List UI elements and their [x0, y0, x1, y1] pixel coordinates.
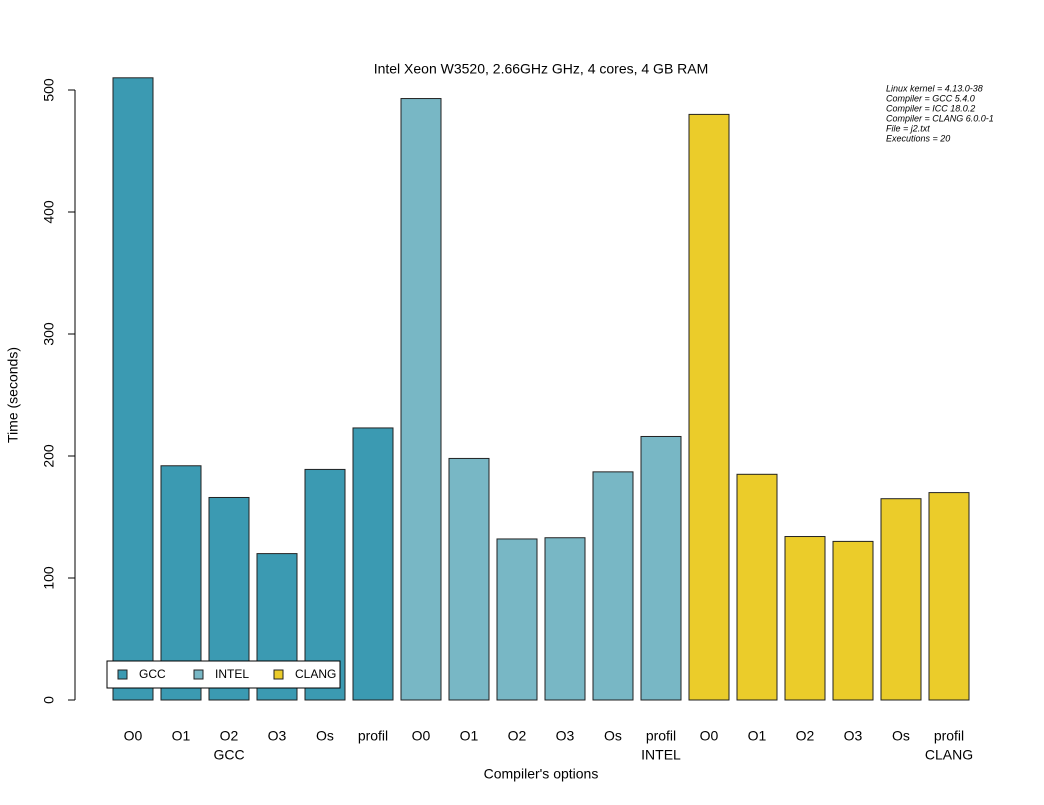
- legend-swatch: [117, 669, 128, 680]
- y-tick-label: 0: [41, 696, 57, 704]
- legend-swatch: [273, 669, 284, 680]
- x-tick-label: O0: [124, 728, 143, 744]
- x-tick-label: Os: [316, 728, 334, 744]
- group-label: INTEL: [641, 747, 681, 763]
- legend-label: CLANG: [295, 667, 336, 681]
- y-tick-label: 100: [41, 566, 57, 590]
- annotation: File = j2.txt: [886, 123, 930, 133]
- x-tick-label: O1: [748, 728, 767, 744]
- x-tick-label: O0: [412, 728, 431, 744]
- y-tick-label: 200: [41, 444, 57, 468]
- bar: [352, 427, 394, 701]
- bar: [544, 537, 586, 701]
- x-tick-label: O1: [460, 728, 479, 744]
- annotation: Compiler = GCC 5.4.0: [886, 93, 975, 103]
- x-tick-label: O2: [796, 728, 815, 744]
- bar: [688, 113, 730, 701]
- x-tick-label: O2: [220, 728, 239, 744]
- group-label: GCC: [213, 747, 244, 763]
- x-axis-label: Compiler's options: [484, 766, 599, 782]
- annotation: Compiler = ICC 18.0.2: [886, 103, 975, 113]
- bar: [784, 536, 826, 701]
- annotation: Linux kernel = 4.13.0-38: [886, 83, 983, 93]
- annotation: Executions = 20: [886, 133, 950, 143]
- group-label: CLANG: [925, 747, 973, 763]
- x-tick-label: O2: [508, 728, 527, 744]
- legend-swatch: [193, 669, 204, 680]
- bar: [592, 471, 634, 701]
- x-tick-label: profil: [646, 728, 676, 744]
- x-tick-label: O3: [844, 728, 863, 744]
- y-tick-label: 300: [41, 322, 57, 346]
- bar: [496, 538, 538, 701]
- bar: [736, 473, 778, 701]
- y-axis-label: Time (seconds): [5, 347, 21, 443]
- legend-label: GCC: [139, 667, 166, 681]
- bar: [448, 457, 490, 701]
- bar: [640, 435, 682, 701]
- legend-label: INTEL: [215, 667, 249, 681]
- x-tick-label: Os: [892, 728, 910, 744]
- bar: [112, 77, 154, 701]
- x-tick-label: O3: [556, 728, 575, 744]
- x-tick-label: O3: [268, 728, 287, 744]
- x-tick-label: O1: [172, 728, 191, 744]
- legend-box: [106, 660, 341, 689]
- x-tick-label: O0: [700, 728, 719, 744]
- bar: [880, 498, 922, 701]
- x-tick-label: profil: [934, 728, 964, 744]
- bar: [832, 540, 874, 701]
- bar: [400, 98, 442, 701]
- y-tick-label: 400: [41, 200, 57, 224]
- bar: [928, 492, 970, 701]
- annotation: Compiler = CLANG 6.0.0-1: [886, 113, 994, 123]
- chart-title: Intel Xeon W3520, 2.66GHz GHz, 4 cores, …: [374, 61, 709, 77]
- y-tick-label: 500: [41, 78, 57, 102]
- x-tick-label: profil: [358, 728, 388, 744]
- x-tick-label: Os: [604, 728, 622, 744]
